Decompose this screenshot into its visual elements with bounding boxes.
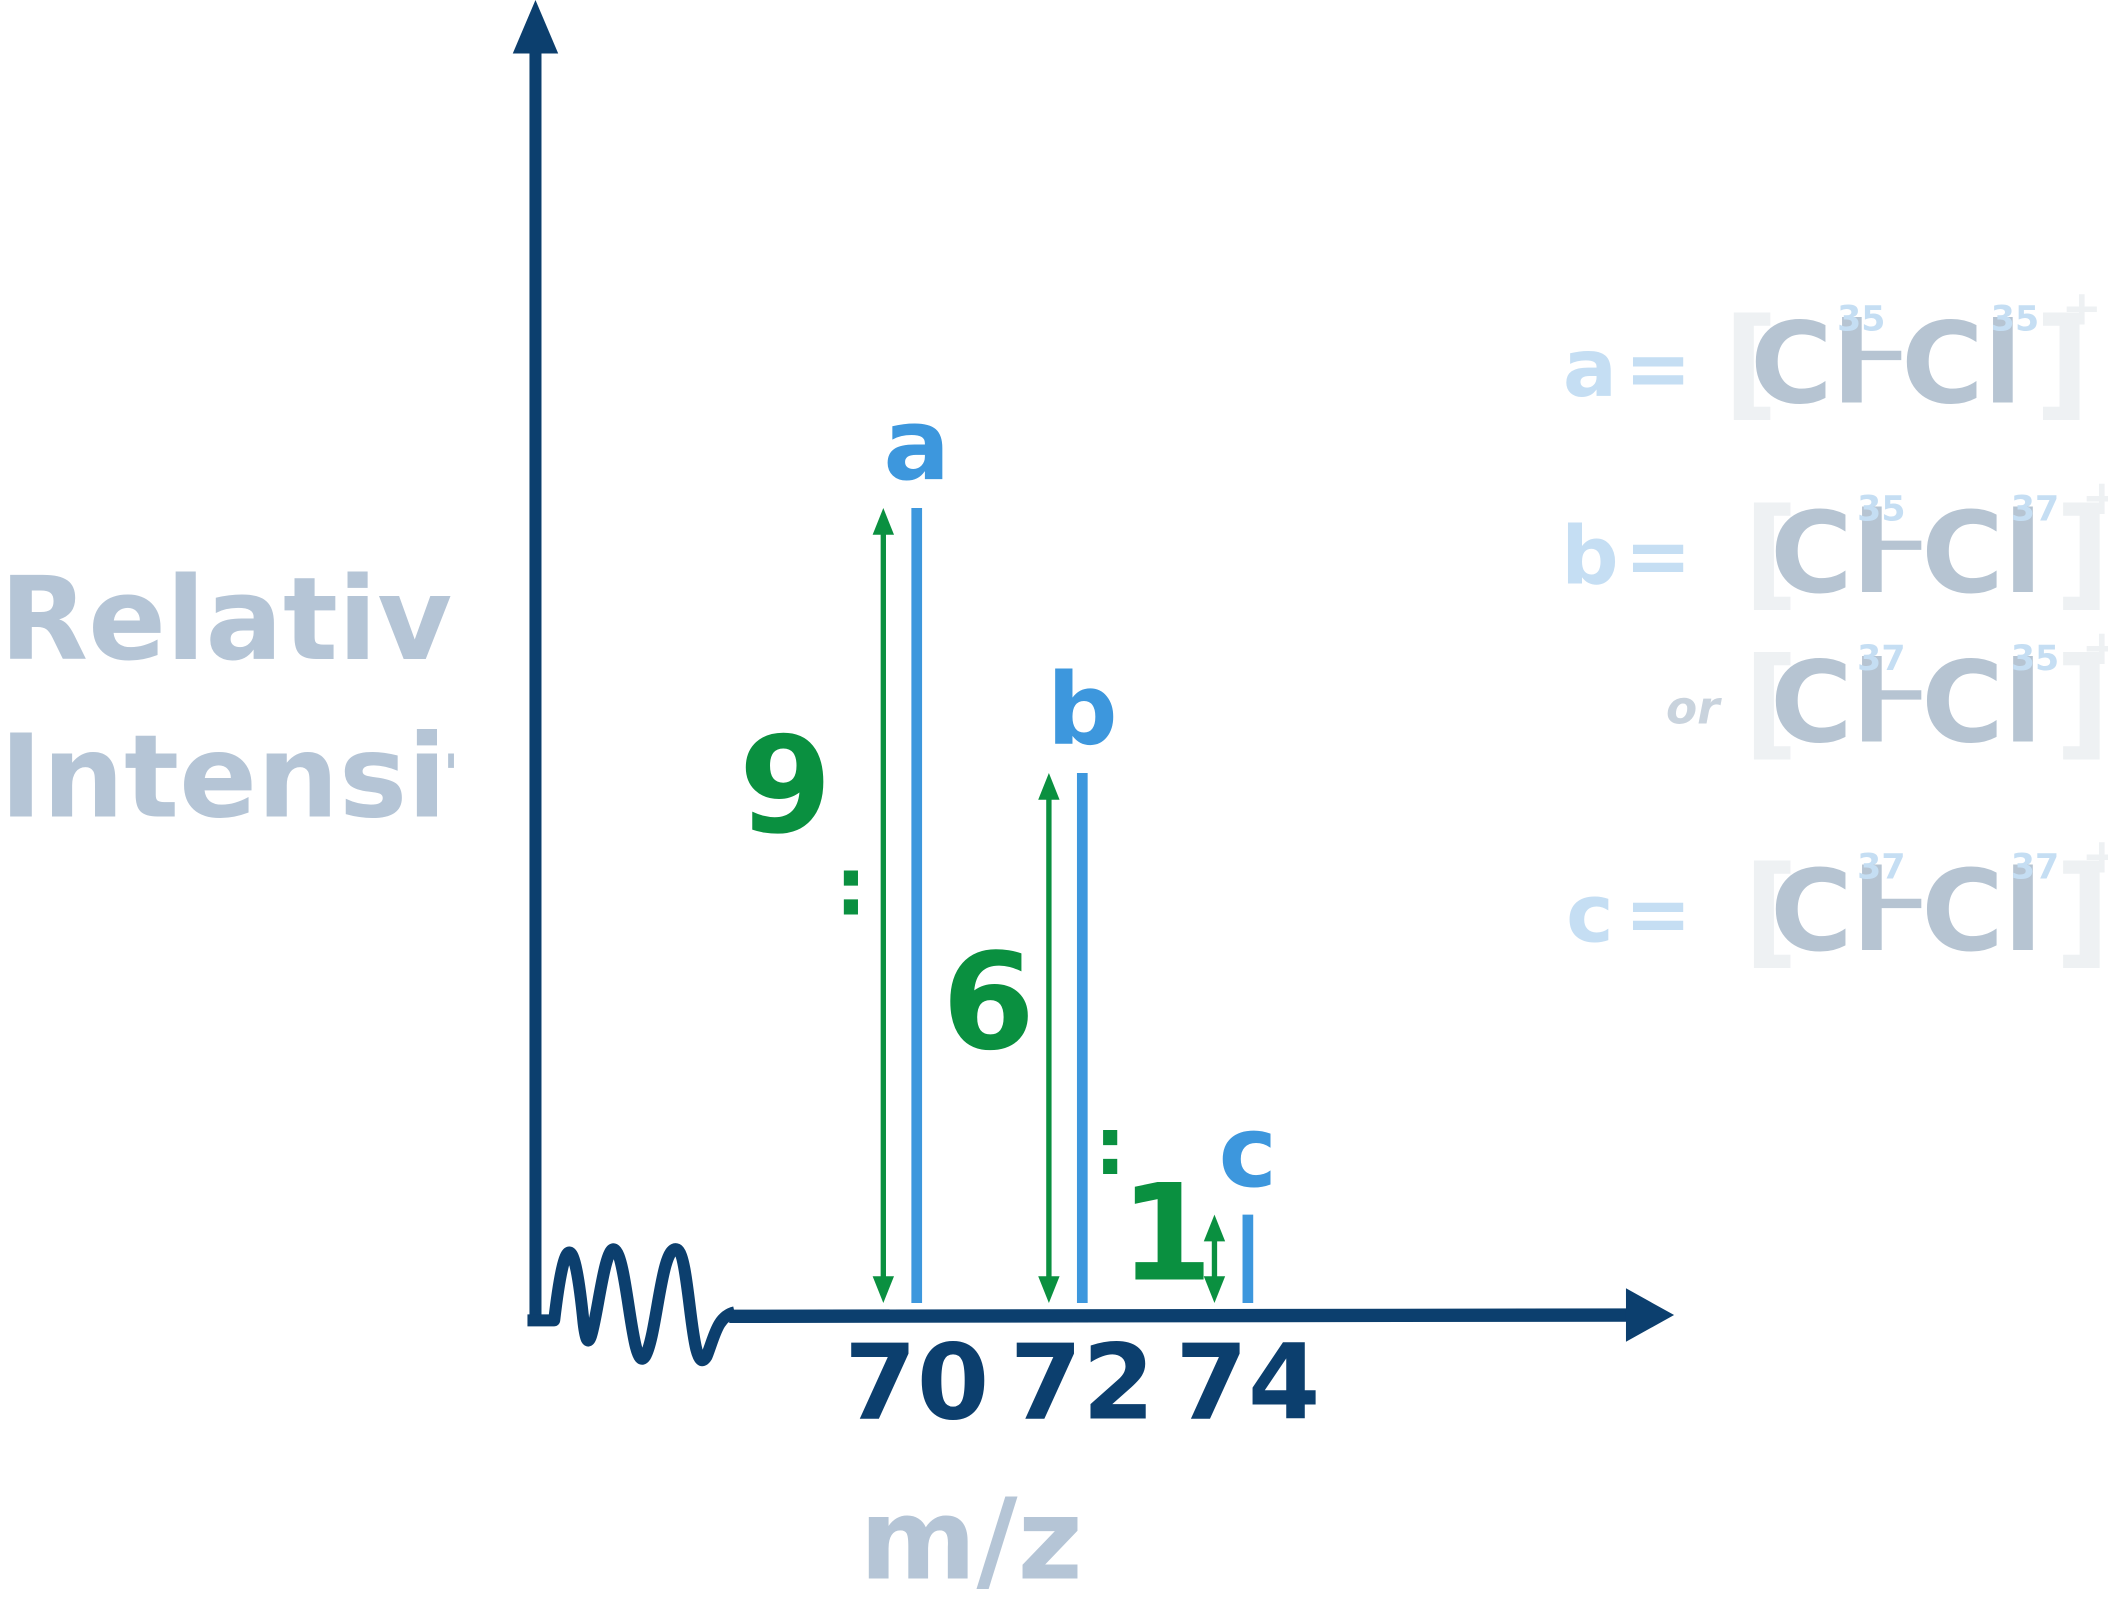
x-tick-label: 72 [1010, 1322, 1155, 1444]
key-letter: a [1563, 322, 1617, 415]
peak-label: b [1047, 653, 1118, 768]
isotope: 37 [1857, 848, 1905, 888]
bracket: ] [2055, 841, 2108, 981]
key-letter: b [1561, 509, 1618, 602]
bracket: ] [2055, 633, 2108, 773]
x-axis-arrow [1625, 1288, 1675, 1342]
ratio-separator: : [835, 841, 867, 934]
charge: + [2062, 280, 2102, 336]
isotope: 37 [2011, 848, 2059, 888]
y-axis-label: Relative Intensity [0, 553, 454, 845]
isotope: 37 [2011, 490, 2059, 530]
ratio-separator: : [1094, 1100, 1126, 1193]
bracket: [ [1744, 841, 1799, 981]
charge: + [2082, 470, 2108, 526]
bracket: [ [1724, 293, 1779, 433]
ratio-arrowhead [1203, 1214, 1226, 1242]
peak-label: a [883, 388, 950, 503]
bracket: ] [2035, 293, 2090, 433]
ratio-label: 1 [1120, 1155, 1213, 1311]
isotope: 35 [1991, 300, 2039, 340]
isotope: 35 [1837, 300, 1885, 340]
ratio-arrowhead [1038, 1276, 1060, 1303]
charge: + [2082, 620, 2108, 676]
bracket: [ [1744, 633, 1799, 773]
x-tick-label: 70 [844, 1322, 989, 1444]
ratio-arrowhead [872, 1276, 895, 1303]
charge: + [2082, 828, 2108, 884]
element: Cl [1901, 299, 2022, 429]
isotope: 35 [2011, 639, 2059, 679]
bracket: [ [1744, 483, 1799, 623]
element: Cl [1921, 639, 2042, 769]
ratio-arrowhead [1203, 1276, 1226, 1303]
element: Cl [1750, 299, 1871, 429]
y-axis-arrow [512, 0, 559, 54]
ratio-arrowhead [1038, 773, 1060, 800]
x-axis-label: m/z [859, 1475, 1082, 1597]
isotope: 37 [1857, 639, 1905, 679]
ratio-arrowhead [872, 508, 895, 535]
ratio-label: 9 [739, 708, 832, 864]
element: Cl [1921, 847, 2042, 977]
x-tick-label: 74 [1175, 1322, 1320, 1444]
element: Cl [1770, 639, 1891, 769]
axis-break [527, 1243, 737, 1366]
key-equals: = [1624, 509, 1691, 602]
ratio-label: 6 [942, 924, 1035, 1080]
key-equals: = [1624, 867, 1691, 960]
element: Cl [1770, 847, 1891, 977]
key-equals: = [1624, 322, 1691, 415]
x-axis [729, 1308, 1637, 1324]
y-axis-label-box: Relative Intensity [0, 553, 454, 845]
bracket: ] [2055, 483, 2108, 623]
element: Cl [1770, 489, 1891, 619]
isotope: 35 [1857, 490, 1905, 530]
key-or: or [1666, 681, 1722, 734]
key-letter: c [1566, 867, 1614, 960]
element: Cl [1921, 489, 2042, 619]
peak-label: c [1219, 1095, 1278, 1210]
